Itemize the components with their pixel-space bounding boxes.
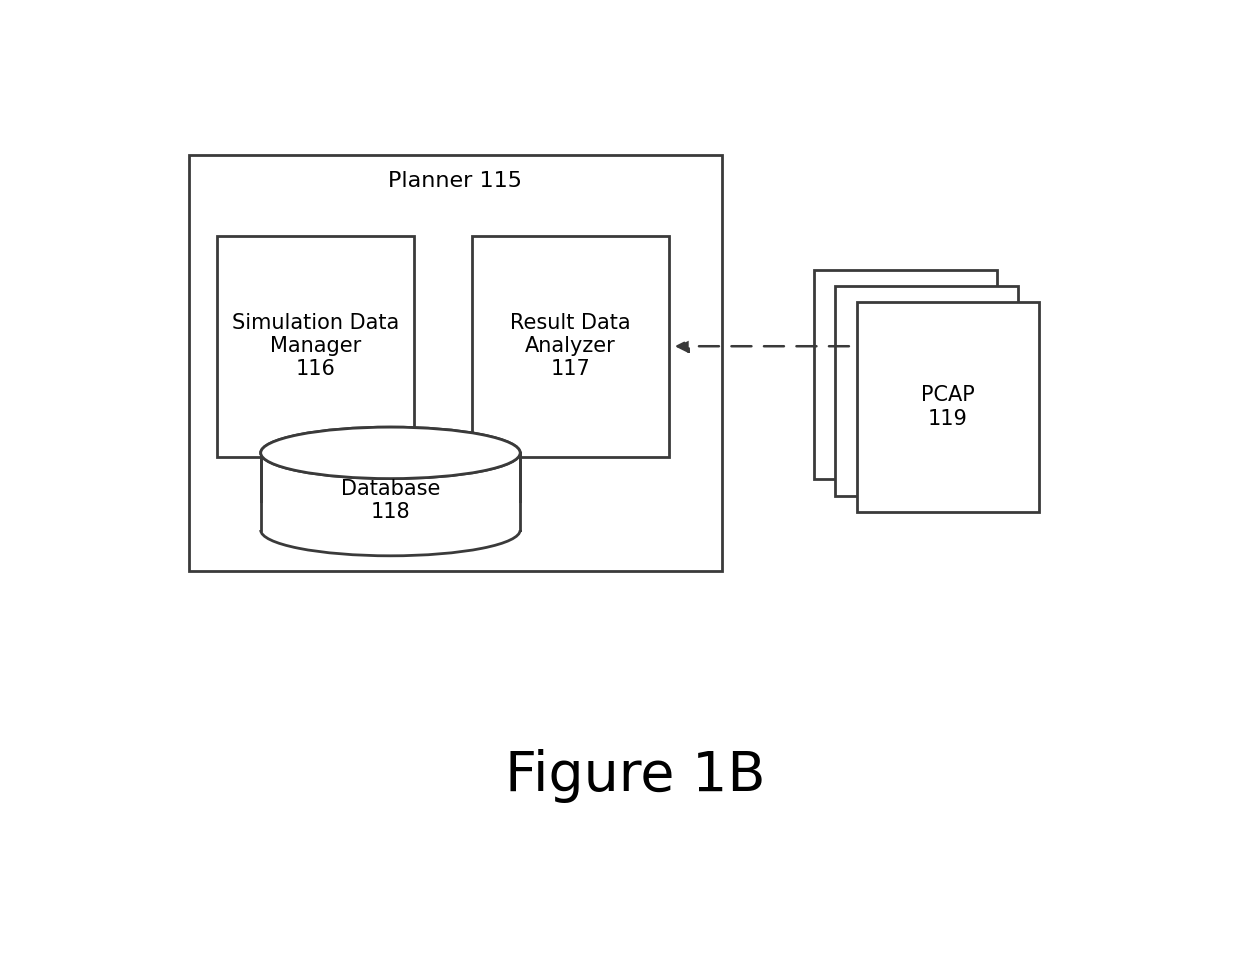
Bar (836, 286, 1018, 496)
Bar (188, 155, 722, 570)
Bar (815, 269, 997, 479)
Ellipse shape (260, 427, 521, 478)
Text: Figure 1B: Figure 1B (505, 750, 766, 803)
Bar (472, 236, 670, 456)
Text: Database
118: Database 118 (341, 479, 440, 522)
Bar (857, 302, 1039, 512)
Text: PCAP
119: PCAP 119 (921, 385, 975, 429)
Bar (255, 503, 525, 530)
Ellipse shape (260, 427, 521, 478)
Text: Planner 115: Planner 115 (388, 171, 522, 191)
Bar (260, 453, 521, 530)
Text: Result Data
Analyzer
117: Result Data Analyzer 117 (511, 313, 631, 379)
Bar (217, 236, 414, 456)
Ellipse shape (260, 504, 521, 556)
Text: Simulation Data
Manager
116: Simulation Data Manager 116 (232, 313, 399, 379)
